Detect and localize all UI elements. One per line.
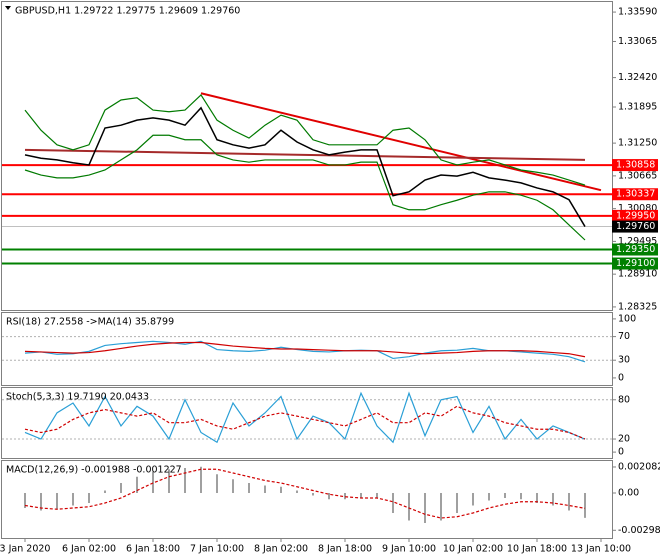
x-tick-label: 6 Jan 02:00 bbox=[62, 544, 116, 555]
x-tick-label: 8 Jan 18:00 bbox=[318, 544, 372, 555]
panel-title: MACD(12,26,9) -0.001988 -0.001227 bbox=[6, 465, 182, 476]
series-line bbox=[24, 341, 586, 358]
y-tick-label: 1.31250 bbox=[618, 138, 657, 149]
histogram-bar bbox=[344, 493, 346, 500]
y-tick-label: 30 bbox=[618, 355, 630, 366]
histogram-bar bbox=[568, 493, 570, 511]
series-line bbox=[24, 94, 586, 186]
histogram-bar bbox=[440, 493, 442, 521]
level-label-box bbox=[612, 209, 658, 222]
macd-panel bbox=[1, 460, 613, 539]
y-tick-label: 1.33065 bbox=[618, 36, 657, 47]
menu-arrow bbox=[5, 6, 11, 10]
x-tick-label: 9 Jan 10:00 bbox=[382, 544, 436, 555]
histogram-bar bbox=[56, 493, 58, 510]
histogram-bar bbox=[264, 485, 266, 493]
histogram-bar bbox=[392, 493, 394, 513]
series-line bbox=[24, 134, 586, 241]
x-tick-label: 8 Jan 02:00 bbox=[254, 544, 308, 555]
histogram-bar bbox=[536, 493, 538, 503]
histogram-bar bbox=[184, 468, 186, 493]
y-tick-label: 1.33590 bbox=[618, 7, 657, 18]
histogram-bar bbox=[584, 493, 586, 518]
histogram-bar bbox=[328, 493, 330, 500]
y-tick-label: 1.28910 bbox=[618, 269, 657, 280]
panel-title: GBPUSD,H1 1.29722 1.29775 1.29609 1.2976… bbox=[15, 6, 240, 17]
histogram-bar bbox=[120, 483, 122, 493]
y-tick-label: 20 bbox=[618, 434, 630, 445]
y-tick-label: 0.002082 bbox=[618, 461, 660, 472]
level-label-box bbox=[612, 159, 658, 172]
histogram-bar bbox=[376, 493, 378, 498]
histogram-bar bbox=[488, 493, 490, 501]
histogram-bar bbox=[472, 493, 474, 506]
histogram-bar bbox=[360, 493, 362, 498]
trend-line bbox=[24, 148, 586, 161]
histogram-bar bbox=[504, 493, 506, 498]
histogram-bar bbox=[88, 493, 90, 503]
y-tick-label: 100 bbox=[618, 313, 636, 324]
level-label: 1.29950 bbox=[616, 210, 655, 221]
level-label-box bbox=[612, 257, 658, 270]
y-tick-label: 70 bbox=[618, 331, 630, 342]
histogram-bar bbox=[552, 493, 554, 506]
histogram-bar bbox=[216, 474, 218, 493]
y-tick-label: 1.30080 bbox=[618, 203, 657, 214]
panel-title: Stoch(5,3,3) 19.7190 20.0433 bbox=[6, 392, 149, 403]
histogram-bar bbox=[72, 493, 74, 506]
trend-line bbox=[200, 92, 602, 192]
x-tick-label: 6 Jan 18:00 bbox=[126, 544, 180, 555]
histogram-bar bbox=[296, 490, 298, 493]
y-tick-label: 0 bbox=[618, 447, 624, 458]
histogram-bar bbox=[520, 493, 522, 500]
y-tick-label: 1.29495 bbox=[618, 236, 657, 247]
y-tick-label: 1.31895 bbox=[618, 102, 657, 113]
histogram-bar bbox=[312, 493, 314, 496]
histogram-bar bbox=[280, 486, 282, 493]
y-tick-label: 1.28325 bbox=[618, 301, 657, 312]
y-tick-label: 1.30665 bbox=[618, 170, 657, 181]
histogram-bar bbox=[104, 490, 106, 493]
x-tick-label: 3 Jan 2020 bbox=[0, 544, 50, 555]
x-tick-label: 7 Jan 10:00 bbox=[190, 544, 244, 555]
histogram-bar bbox=[152, 471, 154, 493]
level-label-box bbox=[612, 188, 658, 201]
current-price-label: 1.29760 bbox=[616, 221, 655, 232]
level-label-box bbox=[612, 243, 658, 256]
histogram-bar bbox=[200, 466, 202, 493]
histogram-bar bbox=[168, 469, 170, 493]
level-label: 1.29100 bbox=[616, 258, 655, 269]
histogram-bar bbox=[248, 483, 250, 493]
level-label: 1.30858 bbox=[616, 160, 655, 171]
y-tick-label: 1.32420 bbox=[618, 72, 657, 83]
y-tick-label: -0.002983 bbox=[618, 525, 660, 536]
x-tick-label: 10 Jan 02:00 bbox=[443, 544, 503, 555]
histogram-bar bbox=[408, 493, 410, 521]
stoch-panel bbox=[1, 387, 613, 459]
histogram-bar bbox=[24, 493, 26, 508]
series-line bbox=[24, 468, 586, 519]
histogram-bar bbox=[456, 493, 458, 513]
x-tick-label: 13 Jan 10:00 bbox=[571, 544, 631, 555]
histogram-bar bbox=[136, 476, 138, 493]
main-panel bbox=[1, 1, 613, 311]
rsi-panel bbox=[1, 312, 613, 386]
y-tick-label: 0 bbox=[618, 372, 624, 383]
histogram-bar bbox=[40, 493, 42, 511]
histogram-bar bbox=[232, 479, 234, 493]
x-tick-label: 10 Jan 18:00 bbox=[507, 544, 567, 555]
level-label: 1.30337 bbox=[616, 189, 655, 200]
level-label: 1.29350 bbox=[616, 244, 655, 255]
series-line bbox=[24, 391, 586, 444]
histogram-bar bbox=[424, 493, 426, 523]
series-line bbox=[24, 106, 586, 227]
current-price-box bbox=[612, 220, 658, 233]
y-tick-label: 80 bbox=[618, 394, 630, 405]
panel-title: RSI(18) 27.2558 ->MA(14) 35.8799 bbox=[6, 317, 174, 328]
y-tick-label: 0.00 bbox=[618, 488, 639, 499]
